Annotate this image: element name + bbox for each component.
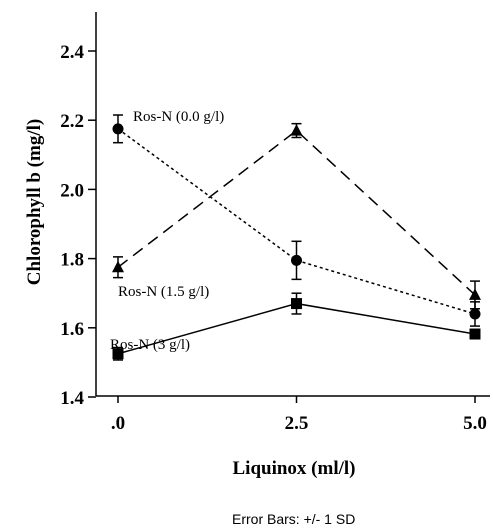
series-line-1 — [117, 129, 476, 296]
y-tick-label-1.8: 1.8 — [60, 250, 84, 271]
series-label-ros-n-0: Ros-N (0.0 g/l) — [133, 109, 224, 125]
marker-circle-0-2 — [469, 308, 481, 320]
marker-square-2-2 — [469, 328, 481, 340]
marker-circle-0-0 — [112, 123, 124, 135]
marker-circle-0-1 — [291, 254, 302, 266]
series-label-ros-n-1-5: Ros-N (1.5 g/l) — [118, 284, 209, 300]
y-tick-label-1.4: 1.4 — [60, 388, 84, 409]
marker-square-2-1 — [291, 298, 302, 310]
error-bars-note: Error Bars: +/- 1 SD — [232, 511, 355, 527]
series-line-0 — [117, 128, 476, 315]
x-tick-label-2.5: 2.5 — [285, 413, 309, 434]
marker-triangle-1-0 — [112, 260, 124, 273]
x-tick-label-0: .0 — [111, 413, 125, 434]
ticks: 1.4 1.6 1.8 2.0 2.2 2.4 .0 2.5 5.0 — [60, 42, 487, 434]
x-tick-label-5: 5.0 — [463, 413, 487, 434]
y-tick-label-2.4: 2.4 — [60, 42, 84, 63]
y-tick-label-2: 2.0 — [60, 180, 84, 201]
x-axis-title: Liquinox (ml/l) — [233, 458, 356, 479]
y-axis-title: Chlorophyll b (mg/l) — [24, 119, 45, 285]
y-tick-label-2.2: 2.2 — [60, 111, 84, 132]
marker-triangle-1-2 — [469, 288, 481, 300]
marker-square-2-0 — [112, 348, 124, 360]
y-tick-label-1.6: 1.6 — [60, 319, 84, 340]
series-label-ros-n-3: Ros-N (3 g/l) — [110, 337, 190, 353]
series-labels: Ros-N (0.0 g/l) Ros-N (1.5 g/l) Ros-N (3… — [110, 109, 224, 353]
plot-area — [112, 114, 481, 361]
series-2 — [112, 292, 481, 361]
axes — [95, 12, 490, 397]
marker-triangle-1-1 — [290, 124, 303, 136]
series-1 — [112, 122, 481, 310]
